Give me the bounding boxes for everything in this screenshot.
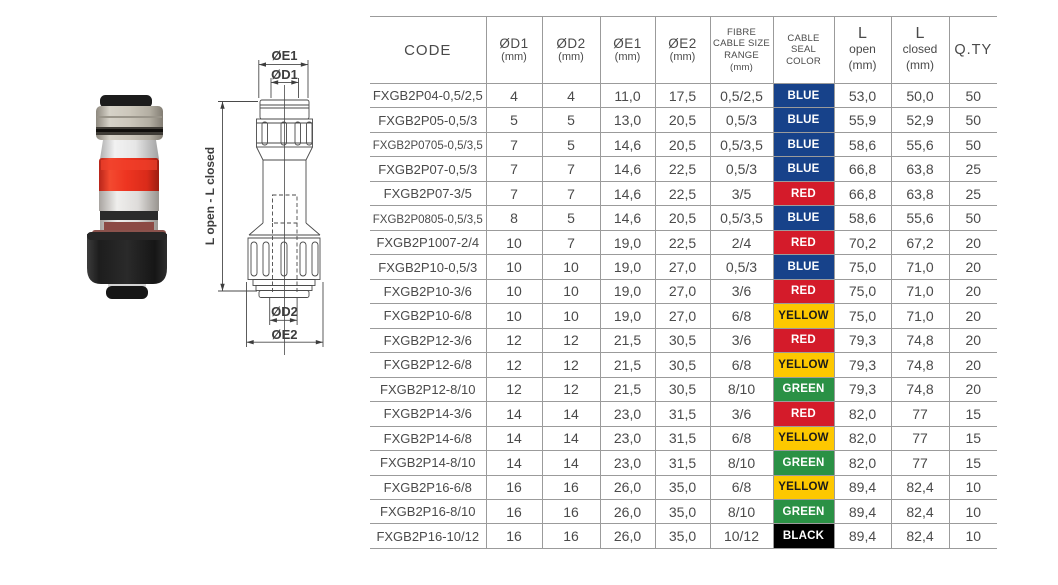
svg-text:L open - L closed: L open - L closed [203,147,217,245]
svg-text:ØE1: ØE1 [271,48,297,63]
svg-text:ØE2: ØE2 [271,327,297,342]
svg-text:ØD2: ØD2 [271,304,298,319]
svg-text:ØD1: ØD1 [271,67,298,82]
